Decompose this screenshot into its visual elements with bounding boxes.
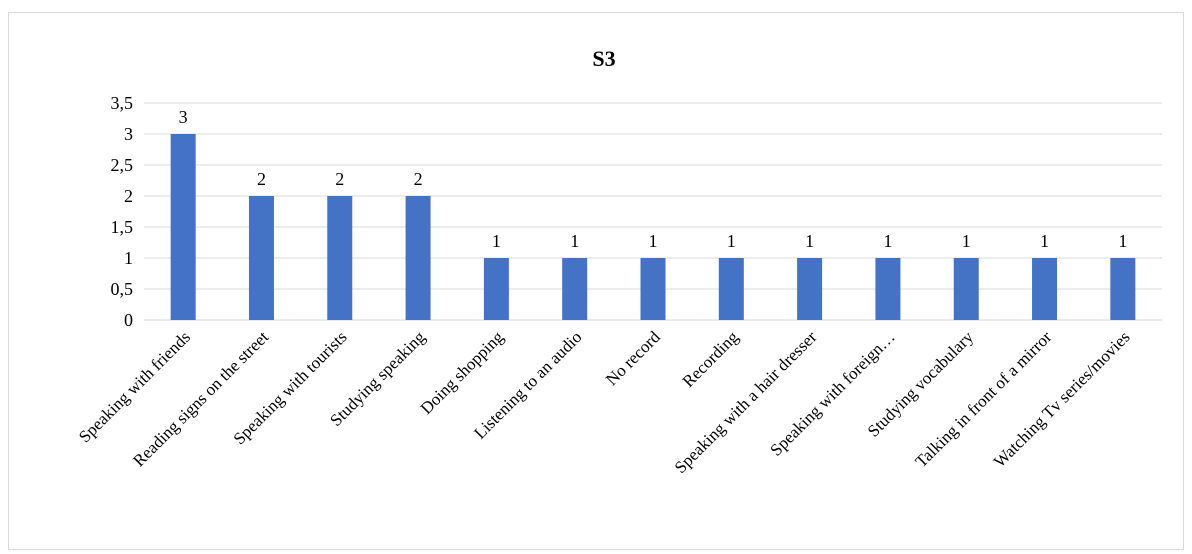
data-label: 2	[414, 169, 423, 189]
bar	[953, 258, 979, 320]
bar	[248, 196, 274, 320]
x-tick-label: Watching Tv series/movies	[990, 327, 1134, 471]
data-label: 1	[649, 231, 658, 251]
data-label: 2	[257, 169, 266, 189]
data-label: 1	[805, 231, 814, 251]
bar	[170, 134, 196, 320]
y-tick-label: 1	[124, 248, 133, 268]
chart-title: S3	[592, 46, 615, 71]
y-tick-label: 0	[124, 310, 133, 330]
bar	[640, 258, 666, 320]
bar	[1032, 258, 1058, 320]
data-label: 1	[492, 231, 501, 251]
data-label: 1	[727, 231, 736, 251]
y-tick-label: 3	[124, 124, 133, 144]
bar	[718, 258, 744, 320]
x-tick-label: Recording	[679, 327, 743, 391]
bar	[327, 196, 353, 320]
data-label: 1	[1118, 231, 1127, 251]
bar	[405, 196, 431, 320]
x-tick-label: Talking in front of a mirror	[912, 327, 1056, 471]
y-tick-label: 2,5	[111, 155, 134, 175]
y-tick-label: 1,5	[111, 217, 134, 237]
x-tick-label: Reading signs on the street	[129, 327, 272, 470]
bar	[483, 258, 509, 320]
x-tick-label: Speaking with a hair dresser	[671, 327, 821, 477]
y-tick-label: 0,5	[111, 279, 134, 299]
bar	[562, 258, 588, 320]
data-label: 1	[883, 231, 892, 251]
bar	[1110, 258, 1136, 320]
data-label: 3	[179, 107, 188, 127]
bar	[797, 258, 823, 320]
data-label: 1	[962, 231, 971, 251]
y-tick-label: 3,5	[111, 93, 134, 113]
bar	[875, 258, 901, 320]
x-tick-label: No record	[602, 327, 664, 389]
y-tick-label: 2	[124, 186, 133, 206]
data-label: 2	[335, 169, 344, 189]
data-label: 1	[570, 231, 579, 251]
chart-frame	[8, 12, 1184, 550]
data-label: 1	[1040, 231, 1049, 251]
